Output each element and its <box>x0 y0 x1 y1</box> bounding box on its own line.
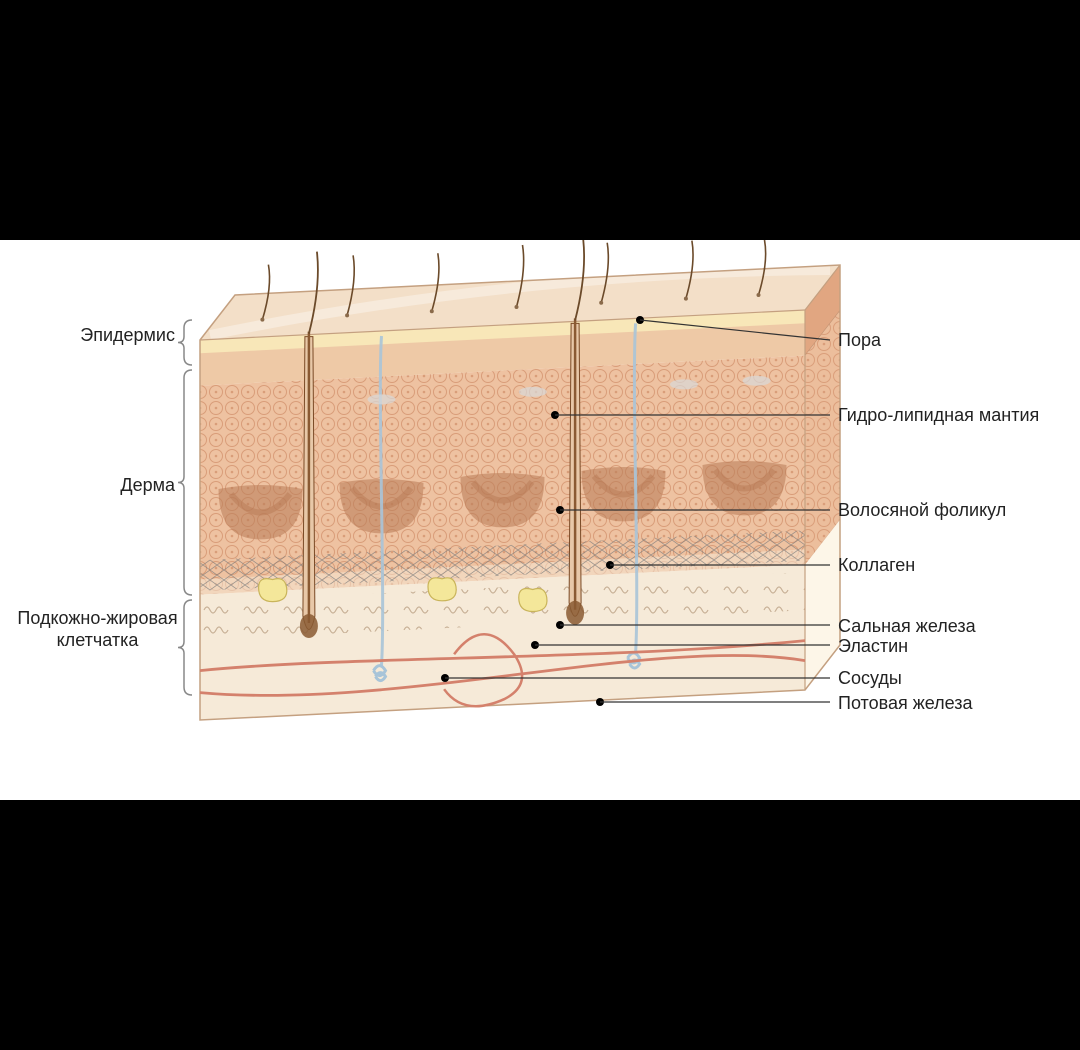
label-vessels: Сосуды <box>838 668 902 689</box>
label-follicle: Волосяной фоликул <box>838 500 1006 521</box>
label-hypodermis-l2: клетчатка <box>0 630 195 652</box>
label-epidermis: Эпидермис <box>0 325 175 346</box>
label-dermis: Дерма <box>0 475 175 496</box>
label-collagen: Коллаген <box>838 555 915 576</box>
label-hypodermis-l1: Подкожно-жировая <box>0 608 195 630</box>
label-sebaceous: Сальная железа <box>838 616 976 637</box>
label-pore: Пора <box>838 330 881 351</box>
diagram-canvas: Эпидермис Дерма Подкожно-жировая клетчат… <box>0 240 1080 800</box>
label-sweat-gland: Потовая железа <box>838 693 973 714</box>
label-elastin: Эластин <box>838 636 908 657</box>
label-hydrolipid: Гидро-липидная мантия <box>838 405 1039 426</box>
